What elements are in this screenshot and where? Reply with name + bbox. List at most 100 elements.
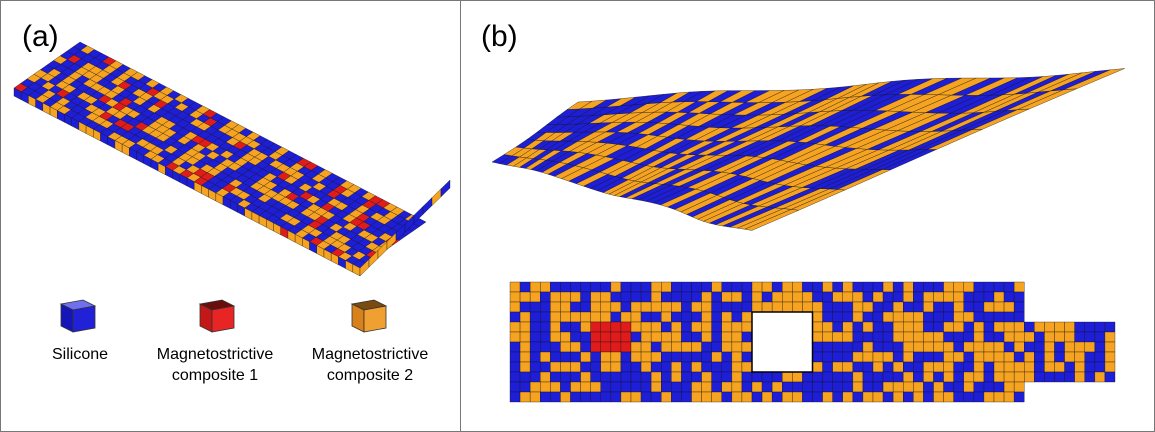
- mesh-cell: [913, 361, 924, 373]
- mesh-cell: [1034, 341, 1045, 353]
- mesh-cell: [509, 311, 521, 323]
- mesh-cell: [822, 281, 833, 293]
- mesh-cell: [933, 311, 944, 323]
- mesh-cell: [630, 301, 642, 313]
- mesh-cell: [671, 301, 682, 313]
- mesh-cell: [661, 391, 672, 403]
- mesh-cell: [509, 291, 521, 303]
- mesh-cell: [630, 391, 642, 403]
- mesh-cell: [691, 291, 702, 303]
- mesh-cell: [600, 361, 612, 373]
- mesh-cell: [509, 281, 521, 293]
- mesh-hole: [751, 311, 814, 373]
- mesh-cell: [650, 351, 662, 363]
- mesh-cell: [923, 361, 934, 373]
- mesh-cell: [1013, 341, 1025, 353]
- mesh-cell: [903, 331, 914, 343]
- mesh-cell: [751, 381, 763, 393]
- mesh-cell: [691, 391, 702, 403]
- mesh-cell: [892, 331, 904, 343]
- mesh-cell: [691, 311, 702, 323]
- mesh-cell: [903, 291, 914, 303]
- mesh-cell: [1074, 371, 1085, 383]
- mesh-cell: [640, 371, 652, 383]
- mesh-cell: [771, 281, 783, 293]
- mesh-cell: [721, 301, 733, 313]
- mesh-cell: [862, 381, 874, 393]
- mesh-cell: [519, 341, 531, 353]
- mesh-cell: [550, 341, 561, 353]
- mesh-cell: [1074, 341, 1085, 353]
- mesh-cell: [661, 381, 672, 393]
- mesh-cell: [681, 361, 692, 373]
- mesh-cell: [661, 311, 672, 323]
- mesh-cell: [822, 371, 833, 383]
- mesh-cell: [529, 391, 541, 403]
- mesh-cell: [509, 321, 521, 333]
- mesh-cell: [1074, 361, 1085, 373]
- mesh-cell: [600, 331, 612, 343]
- mesh-cell: [1013, 381, 1025, 393]
- mesh-cell: [1003, 391, 1015, 403]
- mesh-cell: [620, 281, 632, 293]
- mesh-cell: [852, 341, 864, 353]
- mesh-cell: [620, 351, 632, 363]
- mesh-cell: [983, 391, 995, 403]
- mesh-cell: [882, 391, 894, 403]
- mesh-cell: [640, 311, 652, 323]
- mesh-cell: [529, 301, 541, 313]
- mesh-cell: [610, 291, 622, 303]
- mesh-cell: [852, 301, 864, 313]
- mesh-cell: [973, 391, 985, 403]
- mesh-cell: [620, 341, 632, 353]
- mesh-cell: [570, 301, 581, 313]
- mesh-cell: [983, 321, 995, 333]
- mesh-cell: [650, 391, 662, 403]
- mesh-cell: [983, 351, 995, 363]
- mesh-cell: [600, 341, 612, 353]
- voxel-side: [422, 197, 433, 215]
- legend-label-composite-2: Magnetostrictive composite 2: [311, 346, 429, 384]
- mesh-cell: [630, 281, 642, 293]
- mesh-cell: [852, 351, 864, 363]
- legend-label-silicone: Silicone: [51, 346, 109, 363]
- mesh-cell: [963, 381, 975, 393]
- mesh-cell: [953, 381, 964, 393]
- mesh-cell: [892, 381, 904, 393]
- mesh-cell: [711, 351, 722, 363]
- mesh-cell: [903, 341, 914, 353]
- mesh-cell: [630, 381, 642, 393]
- mesh-cell: [1104, 341, 1116, 353]
- mesh-cell: [1054, 361, 1065, 373]
- mesh-cell: [933, 361, 944, 373]
- mesh-cell: [892, 321, 904, 333]
- mesh-cell: [650, 301, 662, 313]
- mesh-cell: [993, 301, 1005, 313]
- mesh-cell: [963, 311, 975, 323]
- mesh-cell: [892, 351, 904, 363]
- mesh-cell: [903, 281, 914, 293]
- mesh-cell: [973, 311, 985, 323]
- mesh-cell: [1003, 301, 1015, 313]
- mesh-cell: [842, 361, 854, 373]
- mesh-cell: [580, 281, 591, 293]
- mesh-cell: [1003, 331, 1015, 343]
- mesh-cell: [550, 301, 561, 313]
- mesh-cell: [852, 331, 864, 343]
- mesh-cell: [862, 371, 874, 383]
- mesh-cell: [933, 351, 944, 363]
- mesh-cell: [993, 341, 1005, 353]
- mesh-cell: [862, 341, 874, 353]
- mesh-cell: [953, 361, 964, 373]
- mesh-cell: [590, 371, 601, 383]
- mesh-cell: [943, 321, 954, 333]
- mesh-cell: [640, 331, 652, 343]
- mesh-cell: [550, 291, 561, 303]
- mesh-cell: [953, 301, 964, 313]
- mesh-cell: [872, 331, 884, 343]
- mesh-cell: [529, 361, 541, 373]
- mesh-cell: [973, 331, 985, 343]
- mesh-cell: [650, 371, 662, 383]
- mesh-cell: [761, 291, 773, 303]
